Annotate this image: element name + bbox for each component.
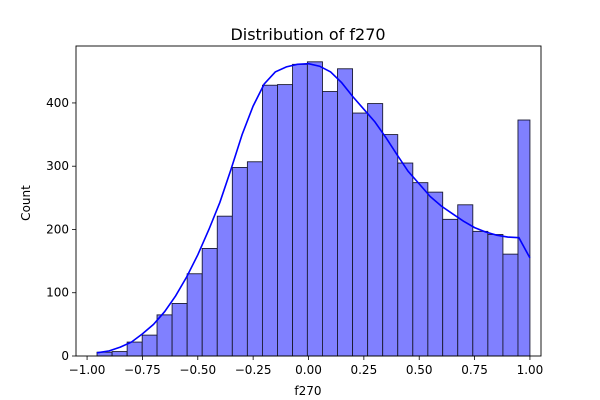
x-tick-label: 0.50 [406, 363, 433, 377]
x-tick-label: −0.25 [235, 363, 272, 377]
histogram-bar [246, 161, 263, 357]
x-axis-ticks: −1.00 −0.75 −0.50 −0.25 0.00 0.25 0.50 0.75 1.00 [69, 356, 544, 377]
x-tick-label: 1.00 [517, 363, 544, 377]
x-axis-label: f270 [294, 384, 321, 398]
histogram-bar [502, 253, 519, 357]
y-tick-label: 300 [46, 159, 69, 173]
histogram-bar [201, 247, 218, 357]
histogram-bar [126, 341, 143, 357]
x-tick-label: 0.25 [350, 363, 377, 377]
histogram-bar [427, 191, 444, 357]
histogram-bar [186, 273, 203, 357]
histogram-bar [352, 112, 369, 357]
x-tick-label: 0.00 [295, 363, 322, 377]
y-axis-ticks: 0 100 200 300 400 [46, 96, 76, 363]
chart-title: Distribution of f270 [230, 25, 385, 44]
histogram-bar [111, 351, 128, 357]
y-tick-label: 0 [61, 349, 69, 363]
x-tick-label: 0.75 [461, 363, 488, 377]
histogram-bar [277, 84, 294, 357]
y-tick-label: 100 [46, 286, 69, 300]
histogram-bar [292, 63, 308, 357]
histogram-bar [457, 204, 474, 357]
histogram-bar [261, 84, 278, 357]
y-axis-label: Count [19, 185, 33, 221]
histogram-bar [397, 162, 414, 357]
histogram-bar [171, 303, 188, 357]
histogram-bar [412, 182, 429, 357]
y-tick-label: 200 [46, 222, 69, 236]
histogram-bar [337, 68, 354, 357]
histogram-bar [216, 215, 233, 357]
histogram-bar [306, 61, 323, 357]
histogram-bar [322, 91, 338, 357]
histogram-bar [472, 230, 489, 357]
kde-curve [96, 62, 531, 354]
histogram-bar [382, 134, 399, 357]
histogram-bar [156, 314, 173, 357]
histogram-bar [231, 167, 248, 357]
histogram-bar [487, 234, 504, 357]
x-tick-label: −1.00 [69, 363, 106, 377]
x-tick-label: −0.75 [124, 363, 161, 377]
y-tick-label: 400 [46, 96, 69, 110]
histogram-bar [141, 334, 158, 357]
x-tick-label: −0.50 [179, 363, 216, 377]
histogram-bars [96, 61, 531, 357]
histogram-bar [367, 103, 384, 357]
histogram-bar [442, 218, 459, 357]
